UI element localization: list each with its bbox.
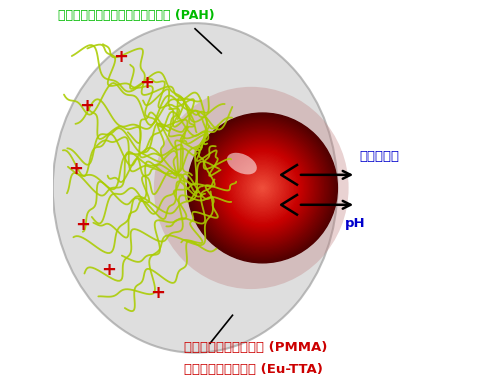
Circle shape [238,163,288,213]
Circle shape [199,124,326,252]
Circle shape [239,164,286,212]
Ellipse shape [227,153,257,174]
Circle shape [204,129,321,246]
Text: ポリマーネットワーク (PMMA): ポリマーネットワーク (PMMA) [184,341,327,353]
Circle shape [248,173,277,203]
Circle shape [209,134,316,242]
Circle shape [223,148,302,228]
Circle shape [254,179,271,197]
Circle shape [194,119,331,257]
Circle shape [246,172,279,204]
Circle shape [217,143,307,233]
Circle shape [192,118,332,258]
Circle shape [207,133,317,243]
Circle shape [226,152,299,224]
Circle shape [260,186,265,191]
Circle shape [200,125,325,250]
Text: pH: pH [345,217,365,230]
Circle shape [189,114,336,262]
Circle shape [188,113,337,263]
Circle shape [242,168,282,208]
Circle shape [224,149,301,227]
Circle shape [257,183,267,193]
Circle shape [228,153,298,223]
Circle shape [201,127,324,249]
Circle shape [259,184,266,192]
Circle shape [211,137,313,239]
Text: +: + [150,284,165,302]
Circle shape [244,169,281,207]
Text: カチオン性ポリマーネットワーク (PAH): カチオン性ポリマーネットワーク (PAH) [59,9,215,22]
Circle shape [232,158,292,218]
Text: +: + [113,48,128,66]
Circle shape [234,159,291,217]
Ellipse shape [53,23,337,353]
Circle shape [230,155,295,220]
Circle shape [241,167,284,209]
Circle shape [215,141,310,235]
Text: イオン強度: イオン強度 [360,150,400,163]
Circle shape [210,135,315,240]
Circle shape [192,117,334,259]
Circle shape [251,177,274,199]
Circle shape [220,146,305,230]
Circle shape [203,128,323,248]
Circle shape [255,180,270,195]
Circle shape [216,142,309,234]
Text: +: + [75,216,90,234]
Circle shape [236,162,288,214]
Circle shape [249,174,276,202]
Ellipse shape [154,87,348,289]
Circle shape [245,170,280,205]
Circle shape [214,139,311,237]
Text: +: + [79,96,94,115]
Text: 温度感受性蛍光色素 (Eu-TTA): 温度感受性蛍光色素 (Eu-TTA) [184,363,323,376]
Circle shape [198,123,327,253]
Circle shape [250,175,275,200]
Circle shape [195,121,330,255]
Circle shape [205,130,320,245]
Circle shape [256,182,269,194]
Circle shape [240,166,285,211]
Text: +: + [101,261,117,279]
Text: +: + [68,160,83,178]
Circle shape [219,144,306,232]
Circle shape [221,147,304,229]
Circle shape [196,122,329,254]
Circle shape [252,178,273,198]
Circle shape [235,161,290,215]
Circle shape [229,154,296,222]
Text: +: + [139,74,154,92]
Circle shape [261,187,264,189]
Circle shape [190,116,335,260]
Circle shape [213,138,312,238]
Circle shape [225,150,300,225]
Circle shape [231,157,294,219]
Circle shape [206,132,319,244]
